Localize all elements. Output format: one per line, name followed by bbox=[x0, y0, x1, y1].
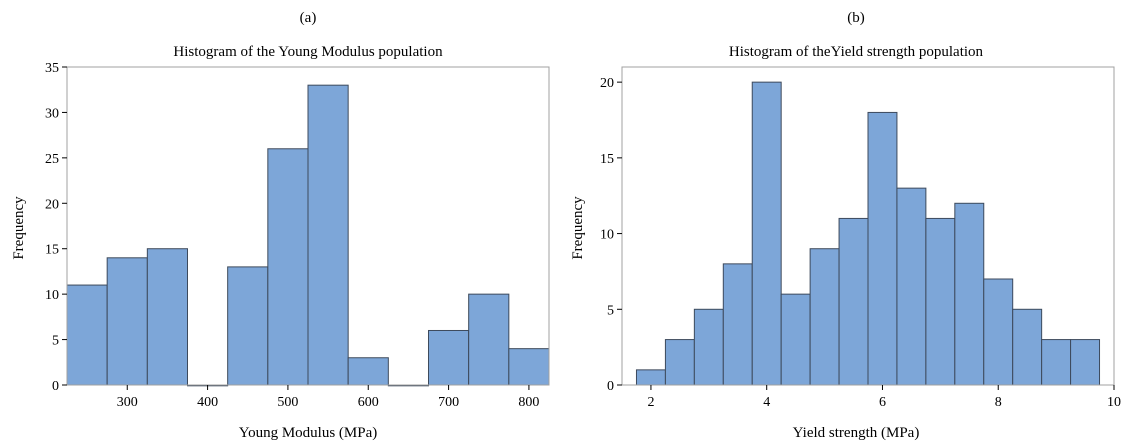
bar-b-0 bbox=[635, 369, 666, 386]
bar-b-12 bbox=[983, 278, 1014, 386]
bar-a-0 bbox=[66, 284, 108, 386]
bars-a bbox=[66, 84, 550, 387]
bars-b bbox=[635, 81, 1101, 386]
bar-b-13 bbox=[1012, 308, 1043, 386]
plot-frame-b bbox=[621, 66, 1115, 386]
bar-a-7 bbox=[347, 357, 389, 386]
y-tick-label-b-0: 0 bbox=[607, 379, 614, 394]
x-tick-label-a-4: 700 bbox=[438, 395, 459, 410]
x-tick-label-a-5: 800 bbox=[518, 395, 539, 410]
y-tick-label-a-7: 35 bbox=[45, 61, 59, 76]
bar-a-6 bbox=[307, 84, 349, 386]
panel-label-b: (b) bbox=[847, 10, 865, 26]
y-tick-label-a-0: 0 bbox=[52, 379, 59, 394]
x-tick-label-b-1: 4 bbox=[763, 395, 770, 410]
x-tick-label-b-0: 2 bbox=[647, 395, 654, 410]
x-tick-label-b-4: 10 bbox=[1107, 395, 1121, 410]
bar-b-2 bbox=[693, 308, 724, 386]
y-tick-label-b-4: 20 bbox=[600, 76, 614, 91]
y-tick-label-a-4: 20 bbox=[45, 197, 59, 212]
bar-a-9 bbox=[428, 329, 470, 386]
bar-a-2 bbox=[146, 248, 188, 386]
y-tick-label-a-2: 10 bbox=[45, 288, 59, 303]
y-axis-label-a: Frequency bbox=[11, 196, 27, 260]
bar-a-11 bbox=[508, 348, 550, 386]
x-tick-label-a-3: 600 bbox=[358, 395, 379, 410]
bar-a-10 bbox=[468, 293, 510, 386]
panel-label-a: (a) bbox=[300, 10, 317, 26]
x-axis-label-b: Yield strength (MPa) bbox=[793, 425, 920, 441]
chart-title-b: Histogram of theYield strength populatio… bbox=[729, 44, 984, 60]
bar-b-5 bbox=[780, 293, 811, 386]
bar-b-1 bbox=[664, 339, 695, 386]
y-axis-label-b: Frequency bbox=[570, 196, 586, 260]
y-tick-label-a-3: 15 bbox=[45, 243, 59, 258]
axes-b: 2 4 6 8 10 0 5 10 15 20 bbox=[600, 66, 1121, 410]
x-tick-label-a-2: 500 bbox=[277, 395, 298, 410]
chart-yield-strength: (b) Histogram of theYield strength popul… bbox=[570, 10, 1121, 441]
bar-b-6 bbox=[809, 248, 840, 386]
bar-b-9 bbox=[896, 187, 927, 386]
bar-a-1 bbox=[106, 257, 148, 386]
bar-b-4 bbox=[751, 81, 782, 386]
chart-young-modulus: (a) Histogram of the Young Modulus popul… bbox=[11, 10, 550, 441]
bar-b-8 bbox=[867, 111, 898, 386]
bar-b-7 bbox=[838, 217, 869, 386]
y-tick-label-a-6: 30 bbox=[45, 106, 59, 121]
bar-b-10 bbox=[925, 217, 956, 386]
x-tick-label-a-0: 300 bbox=[117, 395, 138, 410]
plot-frame-a bbox=[66, 66, 550, 386]
bar-b-3 bbox=[722, 263, 753, 386]
bar-b-14 bbox=[1041, 339, 1072, 386]
x-tick-label-b-2: 6 bbox=[879, 395, 886, 410]
y-tick-label-b-2: 10 bbox=[600, 228, 614, 243]
y-tick-label-b-1: 5 bbox=[607, 303, 614, 318]
x-tick-label-b-3: 8 bbox=[995, 395, 1002, 410]
y-tick-label-b-3: 15 bbox=[600, 152, 614, 167]
bar-b-15 bbox=[1070, 339, 1101, 386]
x-axis-label-a: Young Modulus (MPa) bbox=[239, 425, 378, 441]
chart-title-a: Histogram of the Young Modulus populatio… bbox=[173, 44, 443, 60]
y-tick-label-a-1: 5 bbox=[52, 334, 59, 349]
bar-a-4 bbox=[227, 266, 269, 386]
y-tick-label-a-5: 25 bbox=[45, 152, 59, 167]
x-tick-label-a-1: 400 bbox=[197, 395, 218, 410]
axes-a: 300 400 500 600 700 800 0 5 10 15 20 25 30 35 bbox=[45, 61, 550, 410]
bar-a-5 bbox=[267, 148, 309, 386]
bar-b-11 bbox=[954, 202, 985, 386]
